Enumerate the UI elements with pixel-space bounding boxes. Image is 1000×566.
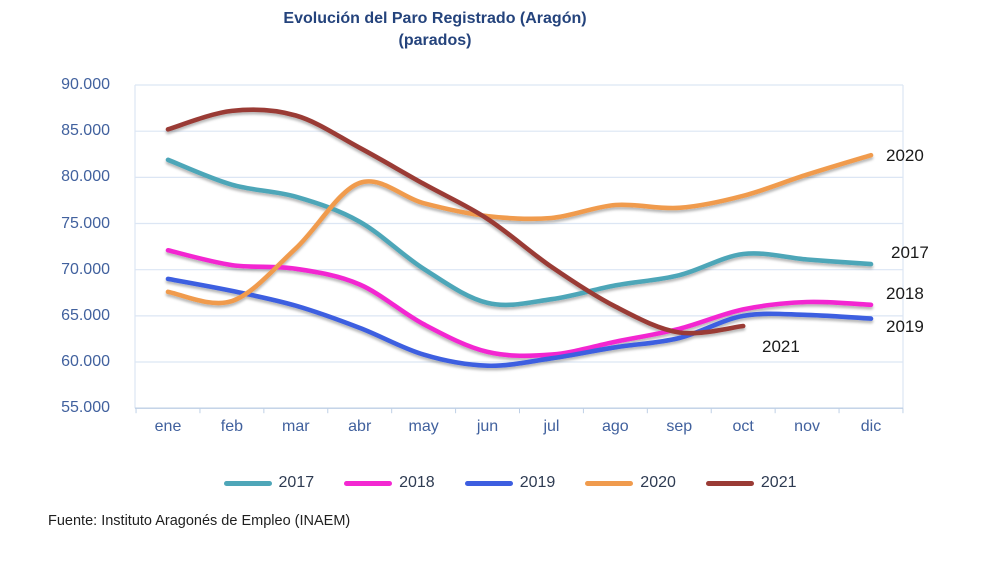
x-tick-label: may bbox=[408, 418, 439, 435]
legend-label: 2020 bbox=[640, 474, 676, 491]
series-end-label-2018: 2018 bbox=[886, 284, 924, 303]
y-tick-label: 75.000 bbox=[61, 214, 110, 232]
series-end-label-2020: 2020 bbox=[886, 146, 924, 165]
series-line-2018 bbox=[165, 247, 874, 359]
x-tick-label: abr bbox=[348, 418, 372, 435]
x-tick-label: jun bbox=[476, 418, 499, 435]
series-line-2021 bbox=[165, 107, 746, 336]
chart-title-line2: (parados) bbox=[398, 32, 472, 49]
gridlines bbox=[134, 84, 904, 414]
chart-legend: 2017 2018 2019 2020 2021 bbox=[115, 470, 905, 496]
series-line-2019 bbox=[165, 276, 874, 369]
x-tick-label: ago bbox=[602, 418, 629, 435]
y-tick-label: 85.000 bbox=[61, 122, 110, 140]
legend-swatch-2017 bbox=[223, 480, 272, 486]
y-tick-label: 90.000 bbox=[61, 76, 110, 93]
legend-item-2017: 2017 bbox=[223, 474, 315, 492]
legend-item-2020: 2020 bbox=[585, 474, 676, 492]
legend-swatch-2018 bbox=[344, 480, 393, 486]
x-tick-label: sep bbox=[666, 418, 693, 435]
x-tick-label: ene bbox=[154, 418, 182, 435]
legend-label: 2019 bbox=[519, 474, 556, 491]
series-end-label-2021: 2021 bbox=[762, 337, 800, 356]
series-end-label-2017: 2017 bbox=[891, 243, 929, 262]
legend-swatch-2021 bbox=[705, 480, 754, 486]
source-note: Fuente: Instituto Aragonés de Empleo (IN… bbox=[48, 513, 351, 529]
y-tick-label: 70.000 bbox=[61, 260, 110, 278]
x-tick-label: dic bbox=[860, 418, 882, 435]
y-tick-label: 55.000 bbox=[61, 399, 110, 417]
x-tick-label: mar bbox=[282, 418, 310, 435]
chart-title-line1: Evolución del Paro Registrado (Aragón) bbox=[283, 10, 587, 27]
x-tick-label: oct bbox=[732, 418, 754, 435]
legend-swatch-2020 bbox=[585, 480, 634, 486]
series-lines bbox=[165, 107, 874, 369]
x-tick-label: feb bbox=[220, 418, 244, 435]
legend-label: 2021 bbox=[760, 474, 797, 491]
y-tick-label: 80.000 bbox=[61, 168, 110, 186]
series-line-2020 bbox=[165, 152, 874, 306]
series-end-label-2019: 2019 bbox=[886, 317, 924, 336]
x-tick-label: nov bbox=[794, 418, 820, 435]
legend-item-2021: 2021 bbox=[705, 474, 797, 492]
chart-title: Evolución del Paro Registrado (Aragón) (… bbox=[85, 8, 785, 52]
x-tick-label: jul bbox=[543, 418, 560, 435]
legend-label: 2017 bbox=[278, 474, 315, 491]
legend-item-2019: 2019 bbox=[464, 474, 556, 492]
legend-item-2018: 2018 bbox=[344, 474, 435, 492]
legend-label: 2018 bbox=[399, 474, 435, 491]
legend-swatch-2019 bbox=[464, 480, 513, 486]
y-tick-label: 65.000 bbox=[61, 306, 110, 324]
series-line-2017 bbox=[165, 157, 874, 308]
y-tick-label: 60.000 bbox=[61, 353, 110, 371]
